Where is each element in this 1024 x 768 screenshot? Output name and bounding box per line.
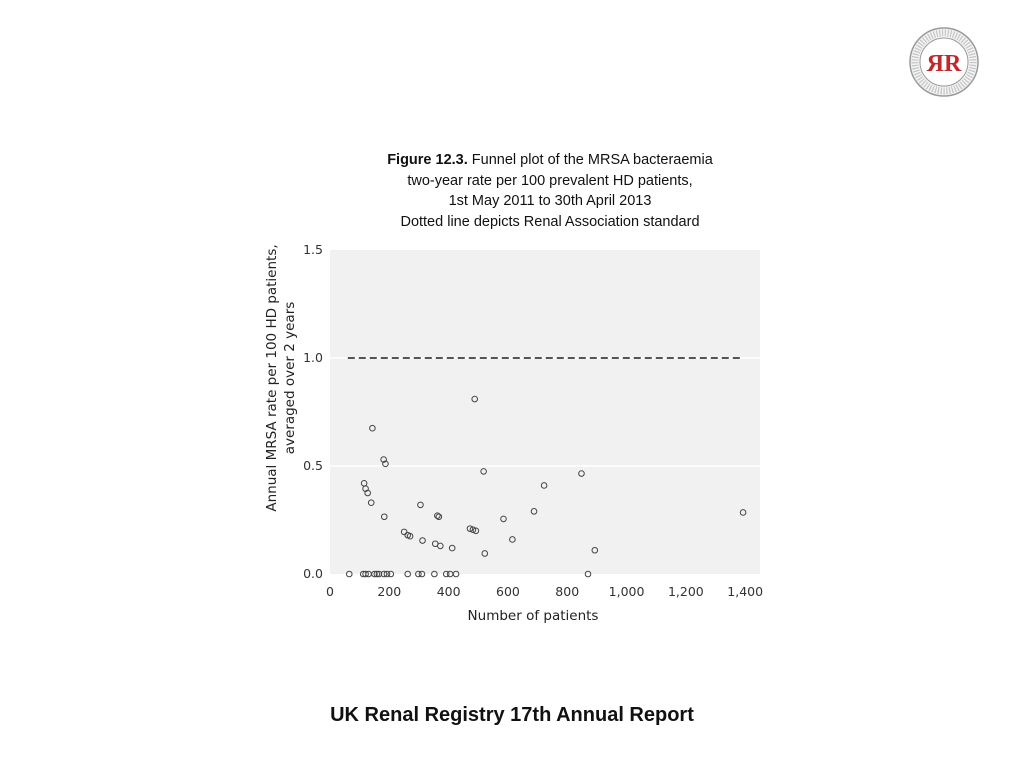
data-point [382,460,389,468]
x-tick-label: 0 [326,584,334,599]
data-point [369,424,376,432]
data-point [375,570,383,578]
figure-caption: Figure 12.3. Funnel plot of the MRSA bac… [300,150,800,232]
data-point [500,515,507,523]
y-tick-label: 1.5 [303,242,323,257]
data-point [362,570,369,578]
x-tick-label: 200 [377,584,401,599]
data-point [383,570,391,578]
caption-line-3: 1st May 2011 to 30th April 2013 [448,193,652,209]
logo-letters: ЯR [927,51,962,77]
data-point [442,570,450,578]
data-point [448,544,456,552]
y-axis-label-line-2: averaged over 2 years [282,302,298,455]
data-point [435,513,443,521]
y-tick-label: 1.0 [303,350,323,365]
data-point [437,542,444,550]
y-tick-label: 0.5 [303,458,323,473]
data-point [481,550,489,557]
x-tick-label: 800 [555,584,579,599]
data-point [417,501,424,509]
data-point [373,570,381,578]
data-point [380,456,387,463]
x-tick-label: 1,400 [727,584,763,599]
x-axis-label: Number of patients [468,608,599,624]
y-axis-label-line-1: Annual MRSA rate per 100 HD patients, [264,244,280,511]
plot-area [330,250,760,574]
data-point [509,536,516,543]
data-point [471,395,479,403]
report-title: UK Renal Registry 17th Annual Report [330,704,694,726]
data-point [400,528,408,536]
caption-line-2: two-year rate per 100 prevalent HD patie… [407,172,693,189]
renal-association-logo: ЯR [909,27,979,97]
data-point [418,570,426,578]
x-tick-label: 1,200 [668,584,704,599]
x-tick-label: 400 [437,584,461,599]
data-point [530,508,538,515]
data-point [364,489,371,497]
caption-line-1: Funnel plot of the MRSA bacteraemia [467,152,713,168]
caption-line-4: Dotted line depicts Renal Association st… [400,213,700,230]
data-point [452,570,460,578]
y-tick-label: 0.0 [303,566,323,581]
data-point [419,537,426,544]
funnel-plot: 0.0 0.5 1.0 1.5 0 200 400 600 800 1,000 1,200 1,400… [264,242,763,624]
data-point [406,532,414,540]
data-point [591,546,599,554]
data-point [404,570,411,578]
x-tick-label: 1,000 [609,584,645,599]
data-point [367,499,375,507]
data-point [380,513,388,521]
data-point [371,570,378,578]
data-point [431,570,438,578]
data-point [480,468,487,475]
data-point [584,570,592,578]
data-point [380,570,388,578]
data-point [739,509,747,516]
data-point [345,570,353,578]
data-point [472,527,480,535]
data-point [540,482,548,489]
data-point [387,570,395,578]
data-point [466,525,474,532]
figure-label: Figure 12.3. [387,152,468,168]
data-point [434,512,441,519]
x-tick-label: 600 [496,584,520,599]
data-point [578,470,585,477]
data-point [415,570,422,578]
data-point [469,526,477,534]
